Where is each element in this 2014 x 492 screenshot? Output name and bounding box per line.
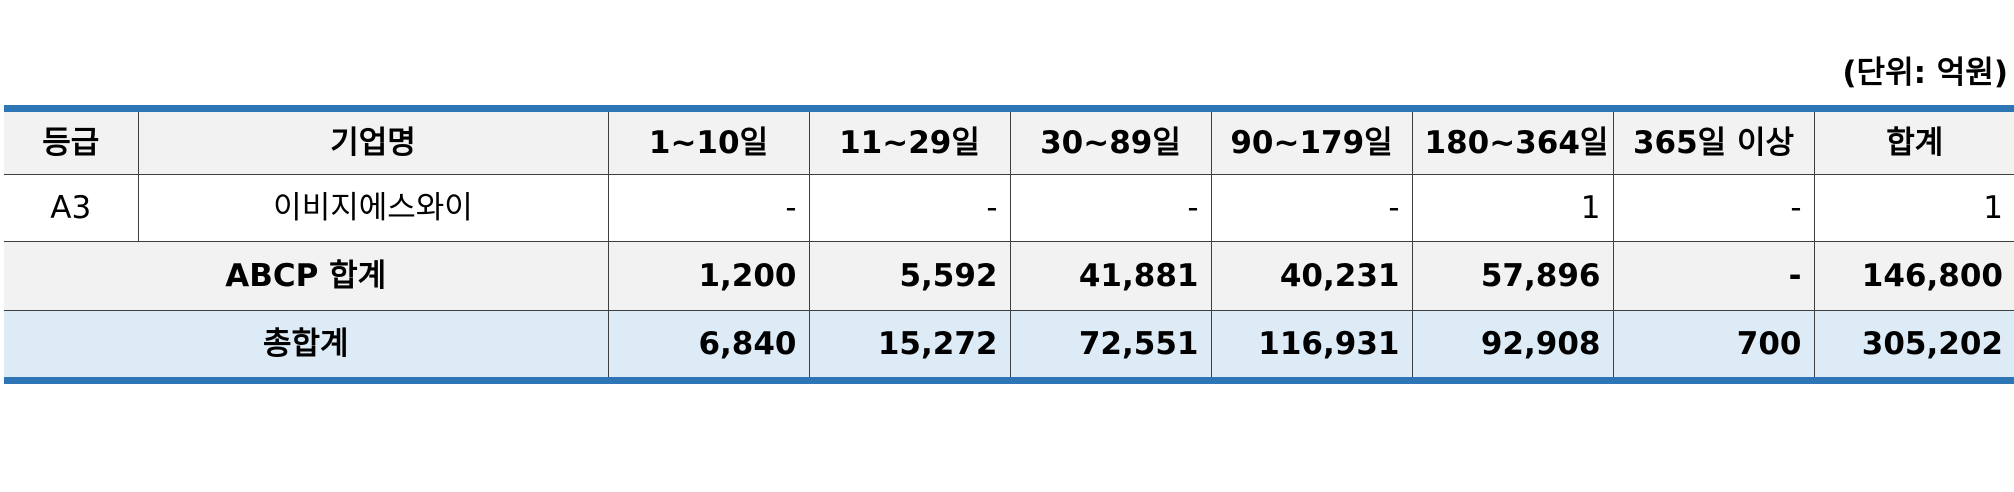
cell-grade: A3 <box>4 174 139 242</box>
cell-90-179-days: - <box>1210 174 1413 242</box>
cell-180-364-days: 1 <box>1411 174 1614 242</box>
table-row: A3 이비지에스와이 - - - - 1 - 1 <box>4 174 2014 242</box>
grand-total-30-89-days: 72,551 <box>1009 310 1212 377</box>
subtotal-label: ABCP 합계 <box>4 241 609 311</box>
grand-total-row: 총합계 6,840 15,272 72,551 116,931 92,908 7… <box>4 310 2014 377</box>
grand-total-90-179-days: 116,931 <box>1210 310 1413 377</box>
header-30-89-days: 30~89일 <box>1009 112 1212 175</box>
cell-11-29-days: - <box>808 174 1011 242</box>
header-1-10-days: 1~10일 <box>607 112 810 175</box>
grand-total-1-10-days: 6,840 <box>607 310 810 377</box>
header-90-179-days: 90~179일 <box>1210 112 1413 175</box>
header-180-364-days: 180~364일 <box>1411 112 1614 175</box>
cell-365-plus-days: - <box>1612 174 1815 242</box>
header-row: 등급 기업명 1~10일 11~29일 30~89일 90~179일 180~3… <box>4 112 2014 175</box>
cell-1-10-days: - <box>607 174 810 242</box>
subtotal-1-10-days: 1,200 <box>607 241 810 311</box>
subtotal-365-plus-days: - <box>1612 241 1815 311</box>
grand-total-total: 305,202 <box>1813 310 2014 377</box>
maturity-table: 등급 기업명 1~10일 11~29일 30~89일 90~179일 180~3… <box>4 112 2014 377</box>
subtotal-30-89-days: 41,881 <box>1009 241 1212 311</box>
grand-total-180-364-days: 92,908 <box>1411 310 1614 377</box>
cell-company: 이비지에스와이 <box>137 174 609 242</box>
grand-total-365-plus-days: 700 <box>1612 310 1815 377</box>
subtotal-row: ABCP 합계 1,200 5,592 41,881 40,231 57,896… <box>4 241 2014 311</box>
cell-total: 1 <box>1813 174 2014 242</box>
subtotal-11-29-days: 5,592 <box>808 241 1011 311</box>
subtotal-90-179-days: 40,231 <box>1210 241 1413 311</box>
header-total: 합계 <box>1813 112 2014 175</box>
maturity-table-container: 등급 기업명 1~10일 11~29일 30~89일 90~179일 180~3… <box>4 105 2014 384</box>
grand-total-11-29-days: 15,272 <box>808 310 1011 377</box>
subtotal-total: 146,800 <box>1813 241 2014 311</box>
header-grade: 등급 <box>4 112 139 175</box>
header-company: 기업명 <box>137 112 609 175</box>
cell-30-89-days: - <box>1009 174 1212 242</box>
unit-note: (단위: 억원) <box>1842 55 2008 91</box>
grand-total-label: 총합계 <box>4 310 609 377</box>
subtotal-180-364-days: 57,896 <box>1411 241 1614 311</box>
header-11-29-days: 11~29일 <box>808 112 1011 175</box>
header-365-plus-days: 365일 이상 <box>1612 112 1815 175</box>
